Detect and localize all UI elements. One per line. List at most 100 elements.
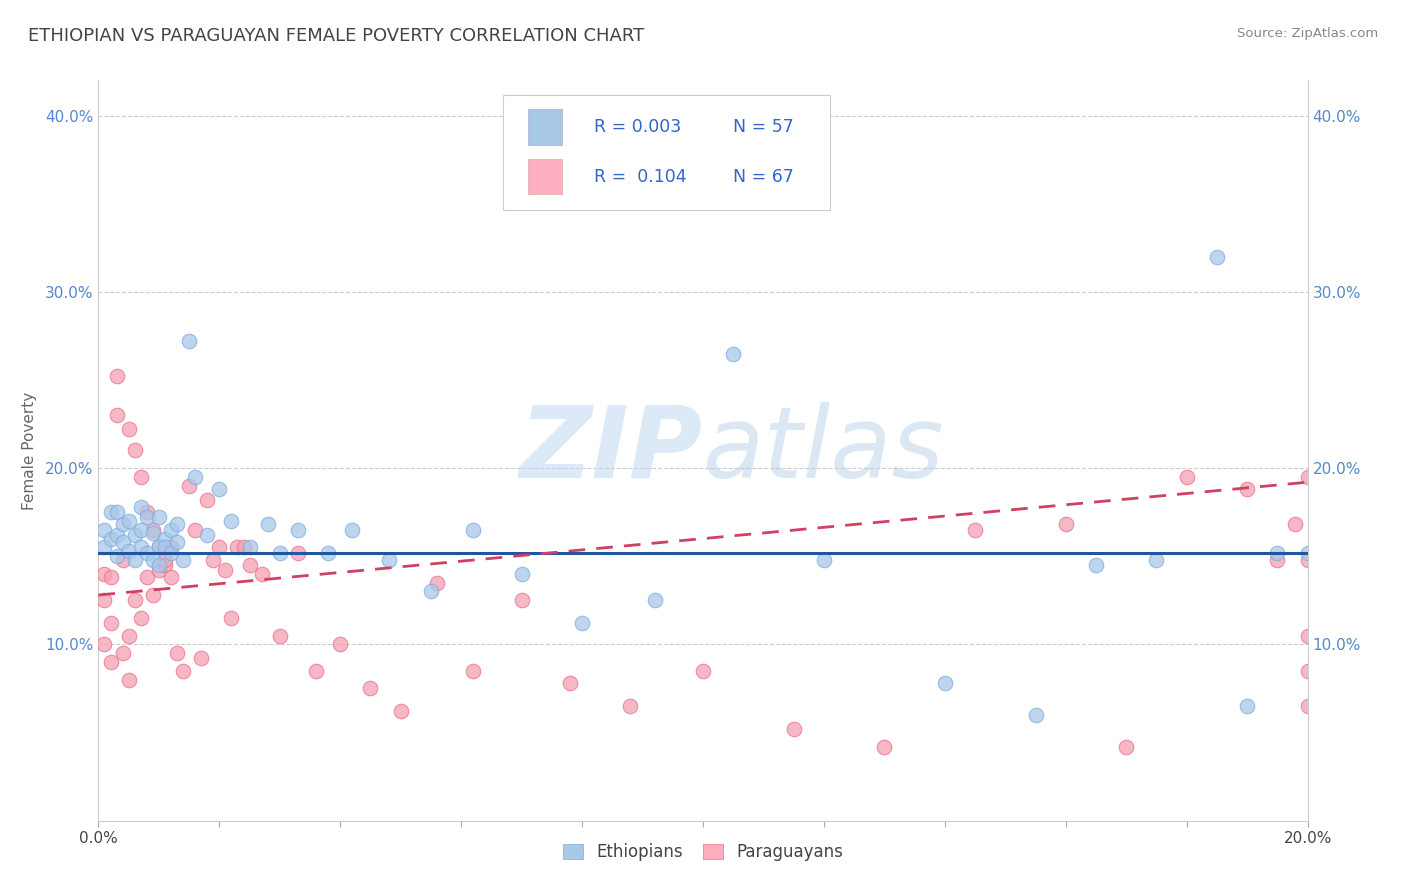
Point: [142, 526, 165, 541]
Point: [256, 517, 278, 532]
Point: [510, 593, 533, 607]
Point: [287, 523, 309, 537]
Point: [118, 628, 141, 642]
Point: [118, 544, 141, 558]
Point: [377, 553, 399, 567]
Point: [148, 510, 170, 524]
Point: [160, 523, 183, 537]
Text: Source: ZipAtlas.com: Source: ZipAtlas.com: [1237, 27, 1378, 40]
Point: [179, 479, 201, 493]
Point: [1284, 517, 1306, 532]
Point: [1296, 546, 1319, 560]
Point: [105, 408, 128, 422]
FancyBboxPatch shape: [527, 109, 561, 145]
Point: [208, 541, 231, 555]
Point: [160, 570, 183, 584]
Point: [184, 523, 207, 537]
Point: [160, 546, 183, 560]
Point: [111, 535, 134, 549]
Point: [269, 628, 291, 642]
Point: [135, 510, 157, 524]
Point: [124, 443, 146, 458]
Point: [172, 553, 194, 567]
Point: [135, 570, 157, 584]
Point: [160, 541, 183, 555]
Point: [118, 673, 141, 687]
Point: [153, 553, 176, 567]
Point: [166, 535, 188, 549]
Point: [723, 346, 745, 360]
Point: [100, 532, 122, 546]
Point: [1175, 470, 1198, 484]
Point: [1206, 250, 1229, 264]
Point: [232, 541, 254, 555]
Point: [1024, 707, 1046, 722]
Point: [166, 517, 188, 532]
Point: [1296, 553, 1319, 567]
Point: [208, 482, 231, 496]
Point: [1267, 553, 1289, 567]
Point: [148, 541, 170, 555]
Point: [329, 637, 352, 651]
Point: [129, 470, 152, 484]
Point: [179, 334, 201, 348]
Y-axis label: Female Poverty: Female Poverty: [21, 392, 37, 509]
Point: [1267, 546, 1289, 560]
Point: [813, 553, 835, 567]
Point: [93, 637, 115, 651]
Point: [571, 616, 593, 631]
Point: [1085, 558, 1108, 572]
Point: [221, 611, 243, 625]
Point: [100, 616, 122, 631]
Point: [100, 655, 122, 669]
Point: [93, 593, 115, 607]
Point: [305, 664, 328, 678]
Point: [135, 546, 157, 560]
Point: [1296, 664, 1319, 678]
Point: [934, 676, 956, 690]
Point: [105, 369, 128, 384]
Point: [124, 553, 146, 567]
Point: [463, 523, 485, 537]
Text: atlas: atlas: [703, 402, 945, 499]
Point: [153, 558, 176, 572]
Point: [124, 528, 146, 542]
Text: ZIP: ZIP: [520, 402, 703, 499]
Point: [1054, 517, 1077, 532]
Point: [118, 514, 141, 528]
Point: [142, 523, 165, 537]
Point: [111, 646, 134, 660]
Point: [287, 546, 309, 560]
Point: [93, 566, 115, 581]
Point: [426, 575, 449, 590]
Point: [965, 523, 987, 537]
Point: [1296, 628, 1319, 642]
Point: [342, 523, 364, 537]
Point: [221, 514, 243, 528]
Text: ETHIOPIAN VS PARAGUAYAN FEMALE POVERTY CORRELATION CHART: ETHIOPIAN VS PARAGUAYAN FEMALE POVERTY C…: [28, 27, 644, 45]
FancyBboxPatch shape: [503, 95, 830, 210]
Point: [250, 566, 273, 581]
Point: [124, 593, 146, 607]
Point: [420, 584, 443, 599]
Point: [166, 646, 188, 660]
Point: [1115, 739, 1137, 754]
Point: [153, 532, 176, 546]
Point: [269, 546, 291, 560]
Point: [118, 422, 141, 436]
Point: [105, 528, 128, 542]
Text: N = 67: N = 67: [734, 168, 794, 186]
Point: [129, 611, 152, 625]
Point: [129, 541, 152, 555]
Point: [148, 539, 170, 553]
Point: [239, 558, 262, 572]
Point: [692, 664, 714, 678]
Point: [135, 505, 157, 519]
Text: N = 57: N = 57: [734, 118, 794, 136]
Point: [619, 699, 641, 714]
Point: [360, 681, 382, 696]
Point: [1144, 553, 1167, 567]
Point: [1296, 699, 1319, 714]
Point: [202, 553, 225, 567]
Point: [142, 588, 165, 602]
